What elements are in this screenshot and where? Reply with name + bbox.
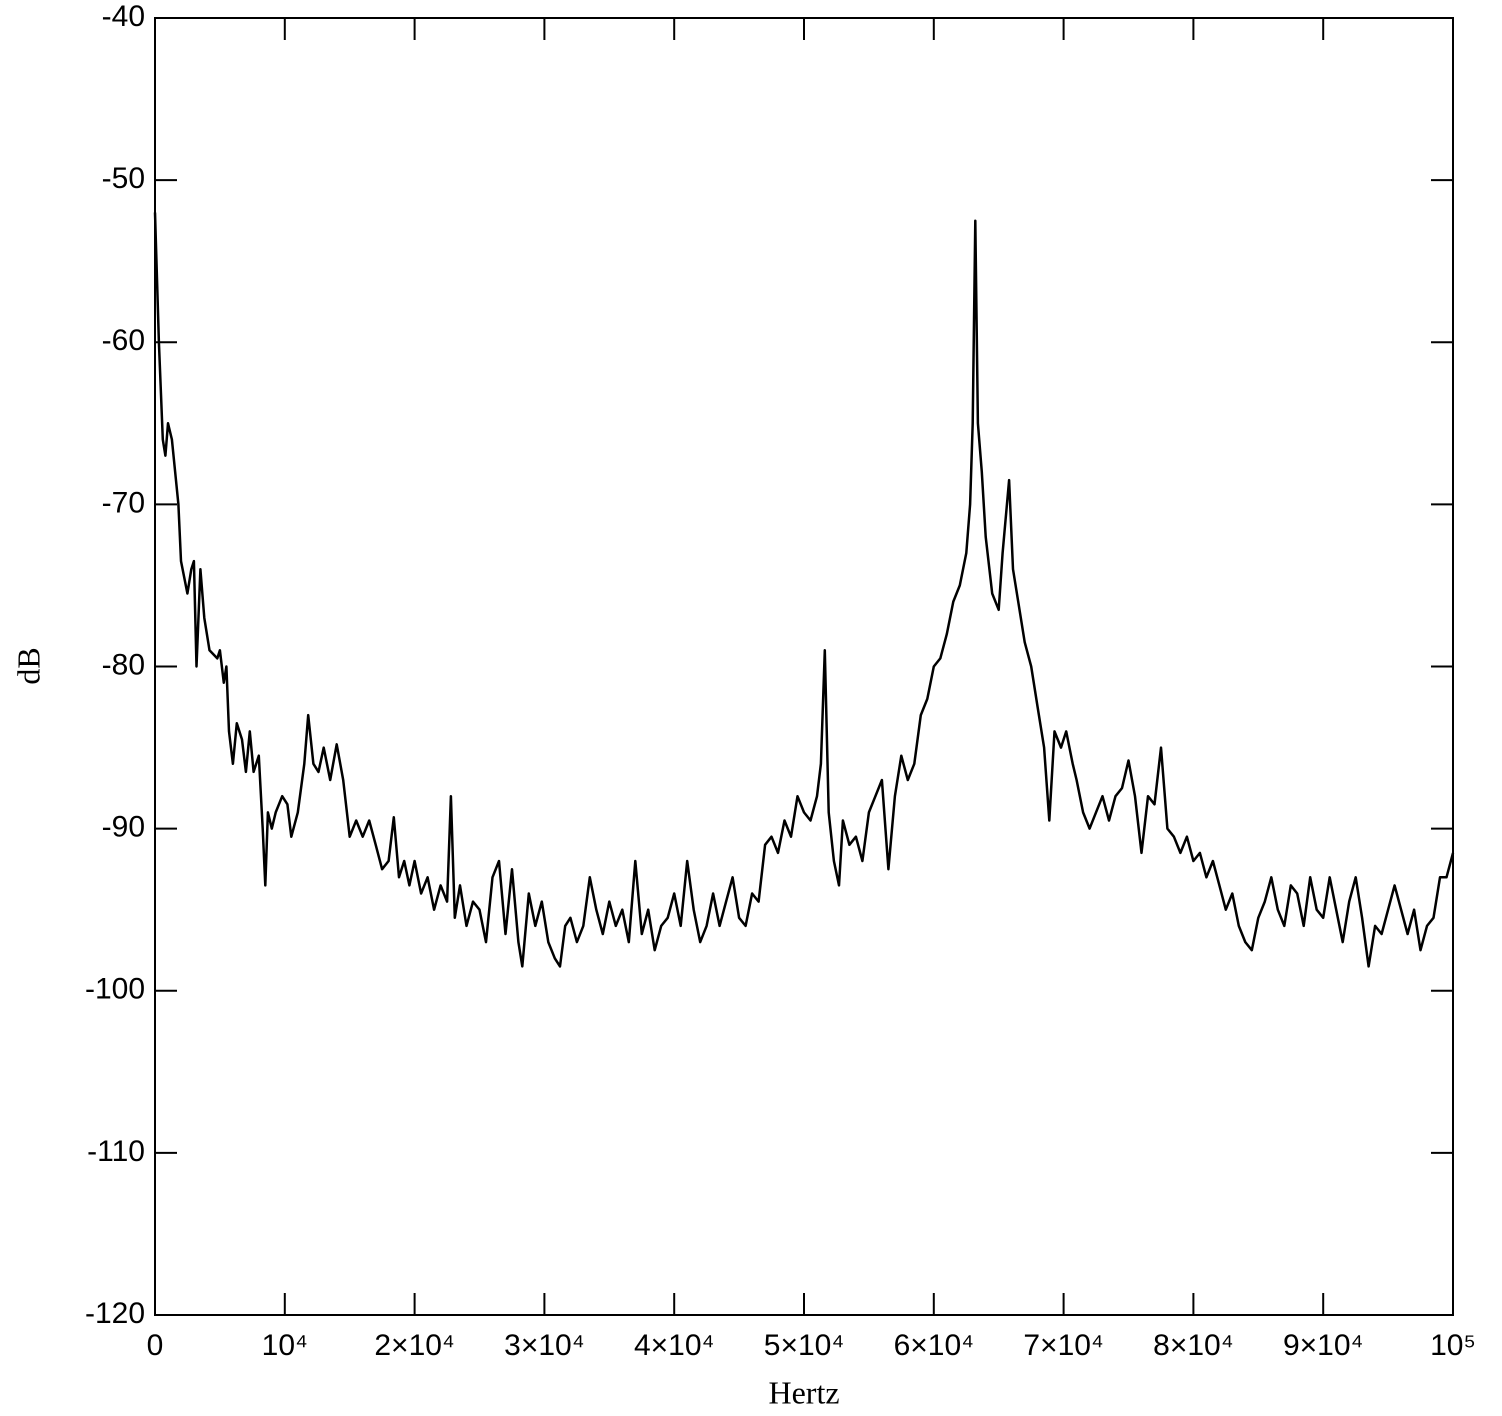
y-tick-label: -50 [102, 162, 145, 195]
x-axis-title: Hertz [768, 1374, 839, 1410]
y-tick-label: -90 [102, 811, 145, 844]
x-tick-label: 5×10⁴ [764, 1329, 844, 1362]
y-tick-label: -60 [102, 324, 145, 357]
y-tick-label: -70 [102, 486, 145, 519]
x-tick-label: 10⁴ [262, 1329, 308, 1362]
x-tick-label: 10⁵ [1430, 1329, 1476, 1362]
y-tick-label: -80 [102, 648, 145, 681]
x-tick-label: 0 [147, 1329, 164, 1362]
data-line [153, 212, 1455, 968]
y-axis-title: dB [10, 647, 46, 684]
plot-frame [154, 17, 1454, 1316]
x-tick-label: 4×10⁴ [634, 1329, 714, 1362]
x-tick-label: 2×10⁴ [374, 1329, 454, 1362]
x-tick-label: 6×10⁴ [894, 1329, 974, 1362]
x-tick-label: 8×10⁴ [1153, 1329, 1233, 1362]
y-tick-label: -100 [85, 973, 145, 1006]
x-tick-label: 7×10⁴ [1023, 1329, 1103, 1362]
x-tick-label: 3×10⁴ [504, 1329, 584, 1362]
y-tick-label: -40 [102, 0, 145, 33]
x-tick-label: 9×10⁴ [1283, 1329, 1363, 1362]
y-tick-label: -110 [87, 1135, 145, 1168]
y-tick-label: -120 [85, 1297, 145, 1330]
